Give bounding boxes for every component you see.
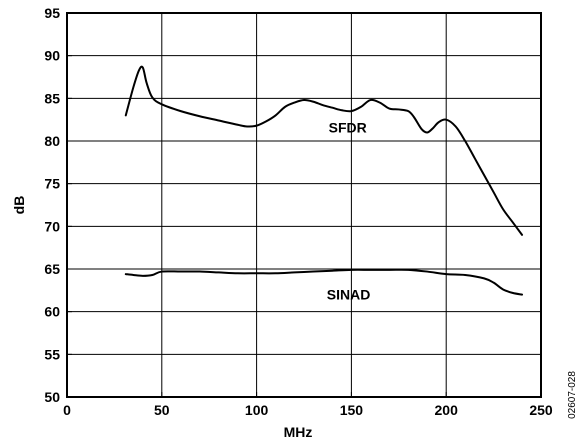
grid-lines xyxy=(67,13,541,397)
series-line-sinad xyxy=(124,268,524,296)
x-axis-title: MHz xyxy=(284,424,313,440)
plot-area-frame xyxy=(66,12,542,398)
series-label-sfdr: SFDR xyxy=(329,119,367,135)
x-tick-label: 50 xyxy=(154,402,170,418)
x-tick-label: 0 xyxy=(63,402,71,418)
y-tick-label: 65 xyxy=(44,261,60,277)
y-tick-label: 70 xyxy=(44,218,60,234)
series-annotations: SFDR SINAD xyxy=(327,119,371,302)
y-tick-label: 55 xyxy=(44,346,60,362)
y-tick-label: 75 xyxy=(44,176,60,192)
y-tick-label: 95 xyxy=(44,5,60,21)
y-tick-label: 80 xyxy=(44,133,60,149)
series-line-sfdr xyxy=(124,65,524,236)
y-tick-label: 85 xyxy=(44,90,60,106)
series-lines xyxy=(124,65,524,296)
x-tick-label: 250 xyxy=(529,402,553,418)
y-axis-title: dB xyxy=(11,196,27,215)
x-tick-label: 200 xyxy=(435,402,459,418)
x-tick-label: 100 xyxy=(245,402,269,418)
y-tick-label: 90 xyxy=(44,48,60,64)
tick-marks xyxy=(66,12,542,398)
y-tick-label: 50 xyxy=(44,389,60,405)
figure-id: 02607-028 xyxy=(567,371,578,419)
series-label-sinad: SINAD xyxy=(327,287,371,303)
y-tick-label: 60 xyxy=(44,304,60,320)
x-tick-label: 150 xyxy=(340,402,364,418)
